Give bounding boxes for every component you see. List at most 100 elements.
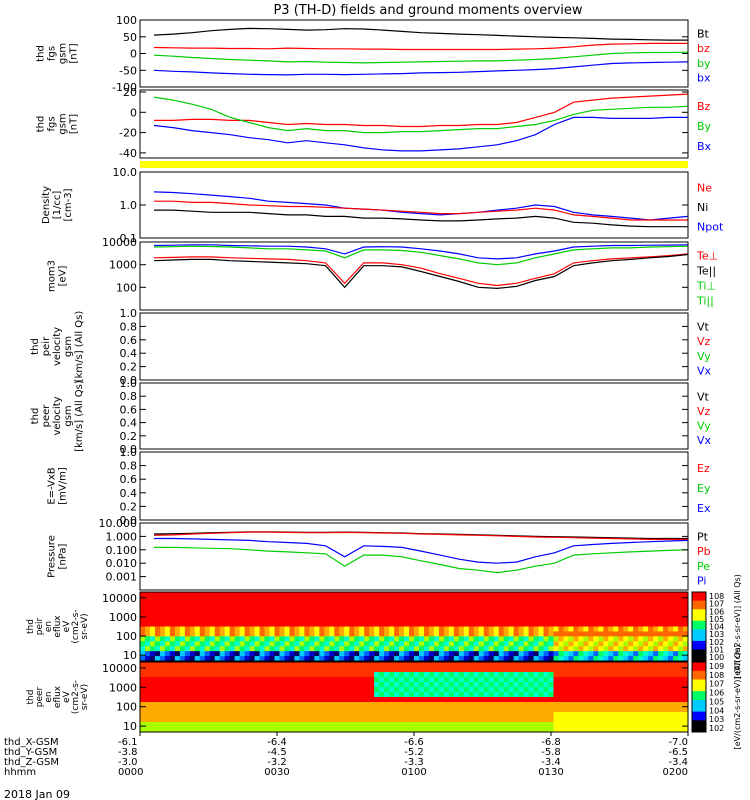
temperature-ylabel: mom3 <box>47 260 58 292</box>
peer_eflux-cell <box>418 702 425 708</box>
peir_eflux-cell <box>533 656 540 662</box>
peir_eflux-cell <box>683 646 689 652</box>
peir_eflux-cell <box>404 596 410 603</box>
peir_eflux-cell <box>428 606 435 613</box>
peir_eflux-cell <box>488 636 495 642</box>
peir_eflux-cell <box>468 616 475 623</box>
peer_eflux-cell <box>658 722 664 728</box>
peir_eflux-cell <box>259 646 266 652</box>
peer_eflux-cell <box>239 707 246 713</box>
peir_eflux-cell <box>299 631 305 637</box>
peer_eflux-cell <box>389 727 395 733</box>
fgs_gsm_zoom-ytick-label: 0 <box>130 106 137 119</box>
peer_eflux-cell <box>618 687 624 693</box>
peer_eflux-cell <box>140 677 146 683</box>
fgs_gsm_total-series-bx <box>153 61 689 76</box>
peir_eflux-cell <box>638 636 644 642</box>
peir_eflux-cell <box>668 616 674 623</box>
peir_eflux-cell <box>409 626 415 632</box>
peer_eflux-cell <box>209 717 216 723</box>
peir_eflux-cell <box>140 636 146 642</box>
density-ylabel: [cm-3] <box>63 188 74 221</box>
peer_eflux-cell <box>184 677 191 683</box>
peer_eflux-cell <box>244 662 251 668</box>
peir_eflux-cell <box>349 631 355 637</box>
peir_eflux-cell <box>478 592 485 598</box>
peir_eflux-cell <box>433 611 440 618</box>
peir_eflux-cell <box>164 631 171 637</box>
peer_eflux-cell <box>289 687 295 693</box>
peer_eflux-cell <box>598 717 604 723</box>
peer_eflux-cell <box>418 707 425 713</box>
peir_eflux-cell <box>453 636 460 642</box>
peer_eflux-cell <box>513 697 520 703</box>
peir_eflux-cell <box>433 656 440 662</box>
peer_eflux-cell <box>269 682 276 688</box>
peer_eflux-cell <box>668 672 674 678</box>
peir_eflux-cell <box>204 646 211 652</box>
peer_eflux-cell <box>518 692 525 698</box>
peir_eflux-cell <box>588 592 594 598</box>
peer_eflux-cell <box>608 697 614 703</box>
peir_eflux-cell <box>169 596 176 603</box>
peir_eflux-cell <box>299 601 305 608</box>
peir_eflux-cell <box>324 606 330 613</box>
peir_eflux-cell <box>618 641 624 647</box>
peer_eflux-cell <box>528 662 535 668</box>
peir_eflux-cell <box>513 611 520 618</box>
peir_eflux-cell <box>643 631 649 637</box>
peir_eflux-cell <box>573 621 579 627</box>
peer_eflux-cell <box>354 682 360 688</box>
peir_eflux-cell <box>229 641 236 647</box>
peir_eflux-cell <box>209 626 216 632</box>
peer_eflux-cell <box>438 727 445 733</box>
peer_eflux-cell <box>573 722 579 728</box>
peer_eflux-cell <box>199 672 206 678</box>
peer_eflux-cell <box>583 722 589 728</box>
peir_eflux-cell <box>249 616 256 623</box>
peir_eflux-cell <box>493 616 500 623</box>
peir_eflux-cell <box>653 656 659 662</box>
peir_eflux-cell <box>194 596 201 603</box>
peer_eflux-cell <box>598 662 604 668</box>
peer_eflux-cell <box>658 672 664 678</box>
peir_eflux-cell <box>199 641 206 647</box>
peer_eflux-cell <box>154 717 161 723</box>
peer_eflux-cell <box>508 667 515 673</box>
peir_eflux-cell <box>458 606 465 613</box>
peir_eflux-cell <box>498 601 505 608</box>
peir_eflux-cell <box>154 621 161 627</box>
peir_eflux-cell <box>259 601 266 608</box>
peer_eflux-cell <box>588 702 594 708</box>
peir_eflux-cell <box>259 641 266 647</box>
peir_eflux-cell <box>543 646 550 652</box>
peer_eflux-cell <box>423 687 430 693</box>
peer_eflux-cell <box>219 712 226 718</box>
peir_eflux-cell <box>219 646 226 652</box>
peer_eflux-cell <box>523 662 530 668</box>
peer_eflux-cell <box>508 697 515 703</box>
peir_eflux-cell <box>618 626 624 632</box>
peir_eflux-cell <box>140 626 146 632</box>
peer_eflux-cell <box>518 697 525 703</box>
peer_eflux-cell <box>633 712 639 718</box>
peir_eflux-cell <box>453 651 460 657</box>
peer_eflux-cell <box>673 682 679 688</box>
peir_eflux-cell <box>583 601 589 608</box>
peir_eflux-cell <box>409 621 415 627</box>
peir_eflux-cell <box>608 656 614 662</box>
peer_eflux-cell <box>274 687 280 693</box>
peer_eflux-cell <box>409 717 415 723</box>
peir_eflux-cell <box>199 596 206 603</box>
fgs_gsm_total-ytick-label: 100 <box>116 14 137 27</box>
peer_eflux-cell <box>239 712 246 718</box>
peer_eflux-cell <box>433 687 440 693</box>
peer_eflux-cell <box>448 687 455 693</box>
peer_eflux-cell <box>498 712 505 718</box>
peir_eflux-cell <box>379 656 385 662</box>
peir_eflux-cell <box>224 636 231 642</box>
peir_eflux-cell <box>443 592 450 598</box>
peir_eflux-cell <box>259 611 266 618</box>
peer_eflux-cell <box>249 702 256 708</box>
